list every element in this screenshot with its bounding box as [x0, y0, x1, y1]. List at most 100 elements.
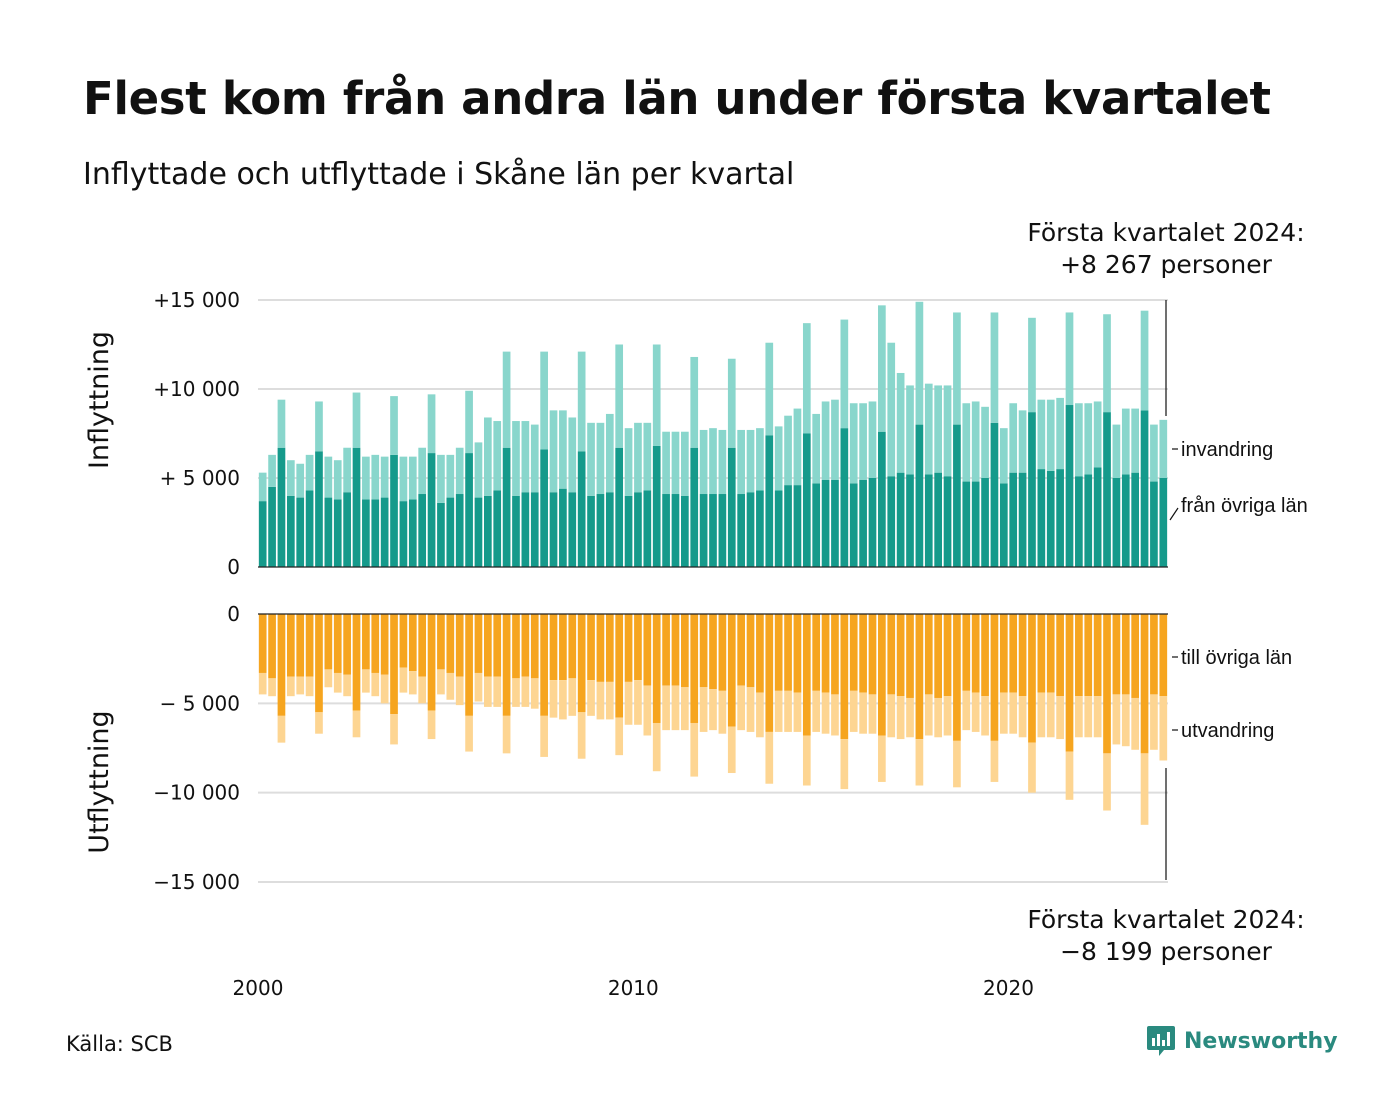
bar-inflow-s1 — [906, 385, 914, 475]
bar-outflow-s0 — [408, 614, 417, 672]
bar-inflow-s0 — [268, 486, 276, 567]
bar-inflow-s0 — [821, 479, 830, 567]
bar-outflow-s1 — [277, 715, 286, 743]
bar-inflow-s0 — [1131, 472, 1140, 567]
bar-inflow-s0 — [530, 492, 539, 567]
bar-outflow-s0 — [437, 614, 445, 670]
x-tick-label: 2010 — [608, 976, 659, 1000]
bar-outflow-s1 — [812, 690, 821, 732]
bar-outflow-s1 — [634, 680, 642, 725]
bar-inflow-s0 — [943, 476, 952, 567]
bar-inflow-s0 — [521, 492, 530, 567]
bar-outflow-s0 — [615, 614, 624, 718]
bar-outflow-s0 — [737, 614, 745, 686]
bar-outflow-s0 — [868, 614, 877, 695]
bar-outflow-s0 — [1065, 614, 1074, 752]
bar-inflow-s0 — [333, 499, 342, 567]
bar-outflow-s1 — [577, 712, 586, 759]
bar-outflow-s1 — [408, 671, 417, 695]
x-tick-label: 2020 — [983, 976, 1034, 1000]
bar-inflow-s1 — [774, 426, 783, 491]
bar-inflow-s0 — [1037, 469, 1046, 567]
y-tick-label: −15 000 — [153, 870, 240, 894]
bar-outflow-s0 — [258, 614, 267, 673]
bar-outflow-s1 — [418, 676, 427, 704]
chart-subtitle: Inflyttade och utflyttade i Skåne län pe… — [83, 157, 795, 192]
bar-inflow-s1 — [540, 351, 548, 450]
bar-outflow-s1 — [943, 696, 952, 736]
bar-inflow-s0 — [362, 499, 370, 567]
bar-outflow-s0 — [390, 614, 398, 715]
bar-inflow-s0 — [802, 433, 811, 567]
bar-inflow-s1 — [390, 396, 398, 455]
bar-outflow-s0 — [718, 614, 727, 691]
bar-inflow-s1 — [352, 392, 361, 448]
bar-inflow-s0 — [568, 492, 577, 567]
bar-inflow-s0 — [455, 494, 464, 567]
bar-outflow-s0 — [634, 614, 642, 681]
bar-outflow-s1 — [1037, 692, 1046, 738]
bar-outflow-s0 — [484, 614, 492, 677]
bar-inflow-s0 — [737, 494, 745, 567]
bar-inflow-s0 — [1084, 474, 1093, 567]
bar-inflow-s1 — [990, 312, 999, 423]
bar-inflow-s1 — [878, 305, 886, 432]
bar-outflow-s1 — [934, 697, 942, 738]
bar-outflow-s1 — [549, 680, 558, 718]
bar-inflow-s1 — [596, 422, 605, 495]
bar-inflow-s0 — [559, 488, 567, 567]
y-tick-label: 0 — [227, 555, 240, 579]
bar-inflow-s1 — [699, 429, 708, 495]
bar-inflow-s1 — [1065, 312, 1074, 406]
bar-inflow-s1 — [465, 390, 473, 454]
bar-inflow-s1 — [493, 421, 502, 491]
bar-inflow-s0 — [399, 501, 408, 567]
bar-outflow-s1 — [587, 680, 595, 716]
bar-inflow-s0 — [305, 490, 314, 567]
bar-outflow-s1 — [859, 692, 867, 734]
bar-inflow-s0 — [756, 490, 764, 567]
bar-outflow-s0 — [774, 614, 783, 691]
bar-outflow-s0 — [990, 614, 999, 741]
legend-till-ovriga-lan: till övriga län — [1181, 647, 1292, 669]
bar-outflow-s0 — [915, 614, 924, 740]
bar-inflow-s1 — [831, 399, 839, 480]
bar-inflow-s1 — [559, 410, 567, 489]
bar-inflow-s1 — [315, 401, 323, 452]
bar-outflow-s0 — [802, 614, 811, 736]
bar-inflow-s0 — [343, 492, 351, 567]
inflow-bars — [258, 301, 1168, 568]
bar-outflow-s0 — [559, 614, 567, 681]
bar-inflow-s1 — [530, 424, 539, 493]
bar-inflow-s0 — [587, 495, 595, 567]
bar-outflow-s1 — [437, 669, 445, 695]
bar-inflow-s0 — [962, 481, 971, 567]
bar-outflow-s1 — [305, 676, 314, 697]
bar-inflow-s0 — [493, 490, 502, 567]
bar-outflow-s0 — [296, 614, 305, 677]
bar-outflow-s1 — [699, 687, 708, 732]
bar-inflow-s0 — [1159, 478, 1168, 567]
bar-inflow-s1 — [408, 456, 417, 500]
bar-outflow-s1 — [540, 715, 548, 757]
bar-inflow-s1 — [896, 372, 905, 473]
bar-outflow-s1 — [474, 672, 483, 702]
bar-outflow-s0 — [362, 614, 370, 670]
bar-inflow-s1 — [915, 301, 924, 425]
bar-inflow-s1 — [427, 394, 436, 454]
bar-outflow-s1 — [671, 685, 680, 731]
outflow-y-axis-label: Utflyttning — [84, 710, 115, 853]
bar-inflow-s1 — [634, 422, 642, 493]
bar-inflow-s0 — [1103, 412, 1111, 567]
bar-inflow-s0 — [577, 451, 586, 567]
bar-outflow-s1 — [333, 672, 342, 693]
bar-inflow-s1 — [371, 454, 380, 500]
bar-outflow-s1 — [662, 685, 670, 731]
bar-inflow-s1 — [784, 415, 792, 486]
bar-outflow-s0 — [906, 614, 914, 698]
bar-outflow-s1 — [1065, 751, 1074, 800]
bar-outflow-s0 — [530, 614, 539, 679]
bar-inflow-s0 — [474, 497, 483, 567]
bar-inflow-s0 — [315, 451, 323, 567]
bar-inflow-s0 — [1140, 410, 1149, 567]
